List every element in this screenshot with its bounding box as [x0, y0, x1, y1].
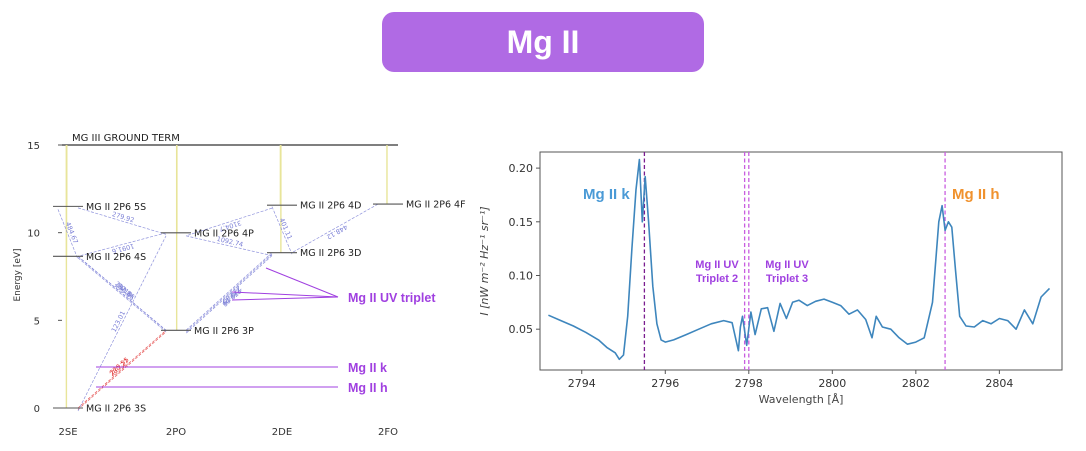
y-tick-label: 0.05 — [509, 323, 534, 336]
x-tick-label: 2804 — [985, 377, 1013, 390]
uv-triplet-2-label: Mg II UV — [695, 259, 739, 271]
x-tick-label: 2800 — [818, 377, 846, 390]
x-tick-label: 2798 — [735, 377, 763, 390]
mg-h-label: Mg II h — [952, 186, 1000, 203]
x-tick-label: 2796 — [651, 377, 679, 390]
uv-triplet-3-label: Mg II UV — [765, 259, 809, 271]
y-axis-label: I [nW m⁻² Hz⁻¹ sr⁻¹] — [478, 206, 491, 315]
y-tick-label: 0.10 — [509, 269, 534, 282]
x-tick-label: 2802 — [902, 377, 930, 390]
uv-triplet-2-label-line2: Triplet 2 — [696, 273, 738, 285]
uv-triplet-3-label-line2: Triplet 3 — [766, 273, 808, 285]
x-axis-label: Wavelength [Å] — [759, 393, 844, 406]
mg-k-label: Mg II k — [583, 186, 630, 203]
x-tick-label: 2794 — [568, 377, 596, 390]
y-tick-label: 0.15 — [509, 216, 534, 229]
y-tick-label: 0.20 — [509, 162, 534, 175]
